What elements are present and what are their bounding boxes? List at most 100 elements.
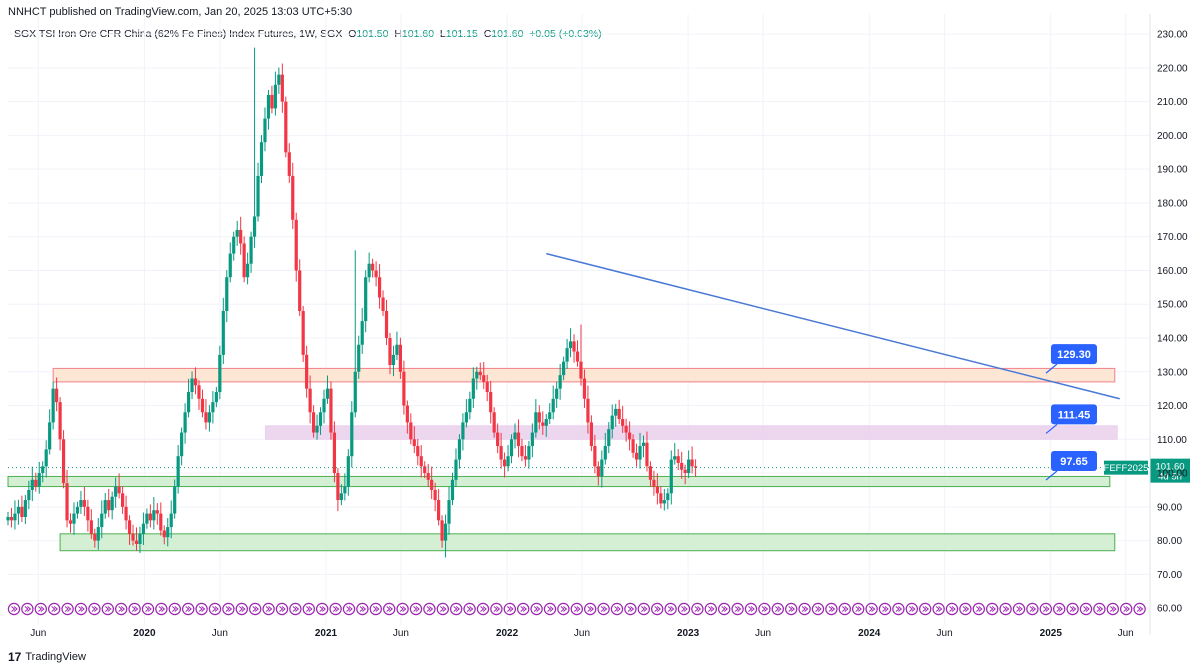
candle-body (256, 175, 260, 217)
event-icon (637, 602, 651, 616)
candle (346, 449, 350, 496)
candle (266, 89, 271, 130)
event-icon (1066, 602, 1079, 616)
event-chevron-icon (788, 606, 795, 612)
event-chevron-icon (346, 606, 353, 612)
event-icon (1026, 602, 1039, 616)
event-icon (208, 602, 222, 616)
event-icon (1079, 602, 1093, 616)
candle-body (530, 432, 534, 447)
candle-body (27, 489, 31, 501)
event-chevron-icon (882, 606, 889, 612)
x-tick-label: Jun (393, 628, 409, 639)
candle (343, 473, 347, 501)
time-axis: Jun 2020 Jun 2021 Jun 2022 Jun 2023 Jun 2024 Jun 20… (30, 628, 1134, 639)
event-icon (704, 602, 718, 616)
candle (120, 486, 125, 514)
candle-body (318, 412, 323, 426)
candle (152, 497, 156, 530)
candle-body (204, 412, 208, 423)
candle-body (652, 479, 656, 487)
candle-body (298, 270, 302, 311)
candle-body (381, 297, 385, 311)
event-icon (932, 602, 945, 616)
candle (124, 495, 128, 530)
candle (544, 413, 548, 437)
event-icon (275, 602, 289, 616)
candle-body (332, 432, 337, 474)
candle (145, 508, 149, 529)
candle (51, 381, 55, 430)
candle (270, 85, 274, 114)
candle-body (89, 520, 93, 534)
candle (551, 385, 555, 420)
candle (186, 378, 191, 418)
candle (357, 335, 361, 379)
event-chevron-icon (453, 606, 460, 612)
candle (638, 432, 642, 469)
callout-badge (1051, 404, 1097, 425)
event-icon (155, 602, 168, 616)
candle-body (593, 446, 597, 467)
candle-body (13, 513, 17, 521)
candle-body (388, 338, 392, 366)
candle (159, 502, 163, 536)
candle-body (107, 500, 111, 511)
tradingview-brand: TradingView (25, 651, 86, 663)
event-icon (543, 602, 557, 616)
event-chevron-icon (64, 606, 72, 612)
candle (305, 345, 309, 398)
candle-body (499, 446, 503, 460)
zone-rectangles (7, 367, 1118, 552)
y-tick-label: 180.00 (1157, 198, 1188, 209)
candle-body (489, 392, 493, 413)
event-chevron-icon (305, 606, 313, 612)
zone-support-upper (7, 475, 1111, 488)
candle-body (138, 533, 142, 544)
candle-body (423, 466, 427, 474)
candle (30, 466, 34, 502)
candle (239, 216, 243, 255)
candle-body (110, 496, 114, 511)
candle-body (100, 513, 104, 528)
event-chevron-icon (171, 606, 179, 612)
candle (603, 432, 607, 465)
candle-body (228, 253, 232, 278)
candle (659, 486, 663, 509)
event-icon (48, 602, 61, 616)
candle (412, 426, 416, 454)
event-icon (798, 602, 811, 616)
candle (687, 450, 691, 479)
candle-body (544, 419, 548, 426)
event-icon (986, 602, 999, 616)
callout-label: 129.30 (1057, 349, 1091, 361)
candle-body (79, 500, 83, 507)
candle (58, 397, 62, 451)
event-icons-row (7, 602, 1146, 616)
candle-body (173, 486, 177, 514)
candle-body (322, 398, 326, 413)
candle-body (263, 118, 267, 143)
candle-body (641, 442, 646, 447)
x-tick-label: 2023 (677, 628, 700, 639)
candle (478, 362, 482, 381)
candle-body (513, 432, 517, 440)
event-chevron-icon (654, 606, 661, 612)
candle (416, 438, 420, 466)
candle-body (221, 310, 225, 355)
candle (68, 513, 73, 533)
x-tick-label: 2025 (1040, 628, 1063, 639)
event-chevron-icon (480, 606, 487, 612)
candle (492, 407, 496, 438)
candle-body (291, 175, 295, 220)
event-chevron-icon (935, 606, 943, 612)
callout-badge (1051, 344, 1097, 365)
candle-body (166, 527, 170, 538)
candle-body (301, 310, 305, 355)
candle-body (61, 439, 66, 484)
y-tick-label: 100.00 (1157, 469, 1188, 480)
candle (301, 305, 305, 362)
event-icon (811, 602, 825, 616)
tradingview-footer[interactable]: 17 TradingView (8, 650, 86, 664)
